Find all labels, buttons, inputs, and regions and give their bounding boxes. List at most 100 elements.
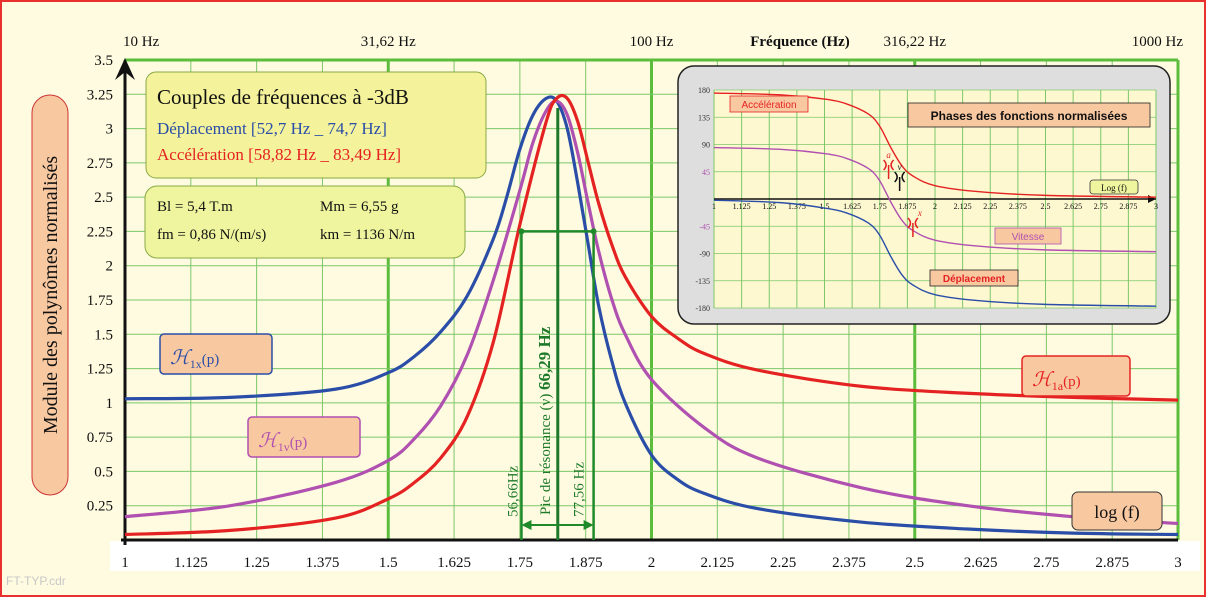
series-label-main: ℋ [258,430,281,452]
info-3db-displacement: Déplacement [52,7 Hz _ 74,7 Hz] [157,119,387,138]
x-tick-label: 1.75 [507,555,533,571]
inset-x-tick-label: 2.875 [1119,202,1137,211]
inset-curve [713,146,1157,253]
inset-curve [713,92,1157,198]
param-km: km = 1136 N/m [320,227,415,243]
series-label-a: ℋ1a(p) [1021,355,1131,397]
inset-x-tick-label: 1.625 [843,202,861,211]
xlabel-box [1071,491,1163,531]
bandwidth-arrow-right [583,520,594,530]
y-tick-label: 3.5 [94,53,113,69]
series-label-text: ℋ1v(p) [258,430,307,454]
x-tick-label: 1.5 [379,555,398,571]
inset-x-tick-label: 1.25 [762,202,776,211]
y-tick-label: 2.75 [87,156,113,172]
x-tick-label: 2 [648,555,656,571]
x-tick-label: 1.375 [306,555,340,571]
top-freq-label: 316,22 Hz [884,34,947,50]
resonance-label: Pic de résonance (ν) 66,29 Hz [535,326,554,515]
inset-marker-label: v [898,162,902,172]
inset-x-tick-label: 2.25 [983,202,997,211]
inset-marker-label: x [917,208,922,218]
series-line-a [124,93,1179,537]
series-label-x: ℋ1x(p) [159,333,273,375]
inset-x-tick-label: 1.75 [873,202,887,211]
inset-x-tick-label: 1.125 [733,202,751,211]
inset-x-tick-label: 2 [933,202,937,211]
inset-y-tick-label: 180 [698,86,710,95]
inset-x-tick-label: 1.375 [788,202,806,211]
top-freq-label: 100 Hz [630,34,674,50]
inset-marker [894,171,906,191]
x-tick-label: 2.125 [700,555,734,571]
x-tick-label: 2.75 [1033,555,1059,571]
bandwidth-dot-high [590,228,597,235]
y-tick-label: 1.25 [87,362,113,378]
inset-label-dep: Déplacement [943,274,1006,285]
inset-x-tick-label: 3 [1154,202,1158,211]
inset-x-tick-label: 2.125 [954,202,972,211]
x-tick-label: 2.5 [905,555,924,571]
x-tick-strip [110,541,1200,571]
params-box [144,185,466,259]
series-label-box [159,333,273,375]
inset-marker-label: a [886,150,891,160]
series-label-main: ℋ [1032,369,1055,391]
series-label-sub: 1x [190,357,202,371]
inset-y-tick-label: -135 [695,277,710,286]
inset-y-tick-label: 135 [698,113,710,122]
series-label-text: ℋ1x(p) [170,347,219,371]
series-line-v [124,99,1179,526]
param-fm: fm = 0,86 N/(m/s) [157,227,266,243]
ylabel-pill [31,94,69,496]
resonance-label-text: Pic de résonance (ν) [538,390,554,515]
bandwidth-high-label: 77,56 Hz [572,462,588,517]
x-tick-label: 3 [1174,555,1182,571]
x-tick-label: 2.625 [964,555,998,571]
inset-x-tick-label: 2.375 [1009,202,1027,211]
inset-label-acc-box [729,95,809,113]
info-3db-acceleration: Accélération [58,82 Hz _ 83,49 Hz] [157,145,401,164]
inset-y-tick-label: -90 [699,250,710,259]
inset-x-tick-label: 1 [712,202,716,211]
top-axis-title: Fréquence (Hz) [750,34,850,50]
inset-curve [713,199,1157,307]
series-label-sub: 1a [1052,379,1064,393]
y-axis-arrow [115,58,135,80]
inset-y-tick-label: 90 [702,141,710,150]
inset-label-vit: Vitesse [1012,232,1045,243]
series-label-main: ℋ [170,347,193,369]
inset-y-tick-label: -45 [699,222,710,231]
inset-label-acc: Accélération [741,100,796,111]
x-tick-label: 1 [121,555,129,571]
x-tick-label: 1.25 [244,555,270,571]
y-tick-label: 3.25 [87,87,113,103]
inset-label-dep-box [929,269,1019,287]
info-3db-title: Couples de fréquences à -3dB [157,85,409,109]
y-tick-label: 2.25 [87,224,113,240]
inset-marker [883,159,895,179]
x-tick-label: 1.625 [437,555,471,571]
resonance-value: 66,29 Hz [535,326,554,390]
x-tick-label: 1.125 [174,555,208,571]
y-tick-label: 1.5 [94,327,113,343]
series-label-tail: (p) [202,352,220,368]
series-line-x [124,95,1179,537]
series-label-box [247,416,361,458]
inset-label-vit-box [994,227,1062,245]
info-3db-box [145,71,487,179]
top-freq-label: 10 Hz [123,34,160,50]
bandwidth-arrow-left [521,520,532,530]
curves [124,93,1179,537]
series-label-v: ℋ1v(p) [247,416,361,458]
series-label-text: ℋ1a(p) [1032,369,1081,393]
y-tick-label: 3 [106,122,114,138]
param-mm: Mm = 6,55 g [320,199,399,215]
inset-xlabel: Log (f) [1101,183,1127,193]
y-tick-label: 0.75 [87,430,113,446]
inset-y-tick-label: -180 [695,304,710,313]
bandwidth-low-label: 56,66Hz [505,465,521,517]
y-axis-title: Module des polynômes normalisés [40,156,62,435]
x-tick-label: 2.375 [832,555,866,571]
